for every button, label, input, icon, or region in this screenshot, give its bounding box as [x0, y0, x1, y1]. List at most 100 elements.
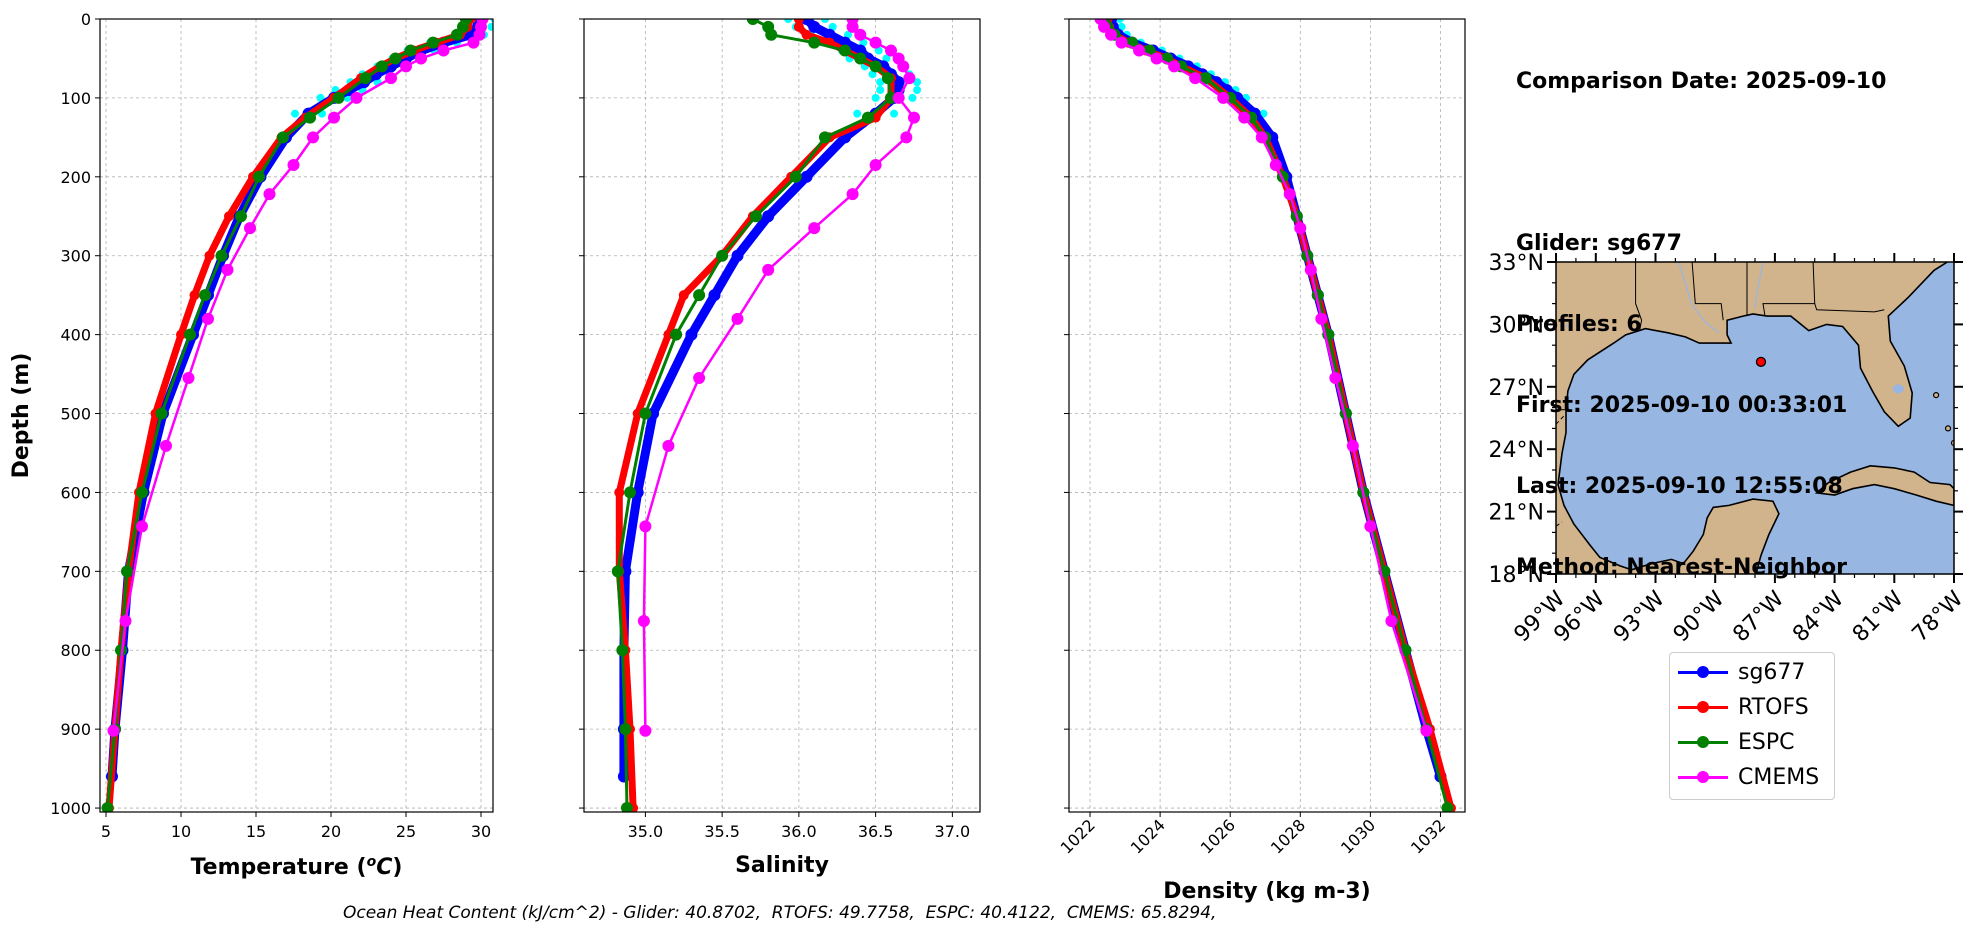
data-point-espc	[101, 802, 114, 812]
data-point-rtofs	[176, 329, 186, 340]
glider-raw-point	[853, 109, 862, 118]
data-point-cmems	[307, 131, 319, 144]
axes-frame	[1068, 18, 1466, 813]
river	[1678, 262, 1720, 334]
data-point-cmems	[762, 263, 775, 276]
data-point-cmems	[437, 44, 450, 57]
data-point-cmems	[160, 439, 172, 452]
data-point-espc	[869, 60, 882, 73]
data-point-cmems	[884, 44, 897, 57]
ohc-footer: Ocean Heat Content (kJ/cm^2) - Glider: 4…	[343, 903, 1217, 923]
river	[1565, 323, 1571, 330]
data-point-cmems	[892, 91, 905, 104]
data-point-espc	[619, 723, 632, 736]
state-border	[1635, 262, 1643, 331]
glider-raw-point	[876, 86, 885, 95]
data-point-espc	[624, 486, 637, 499]
land-island	[1944, 425, 1952, 432]
data-point-cmems	[1329, 372, 1342, 385]
data-point-cmems	[385, 72, 397, 85]
y-tick-label: 700	[60, 562, 91, 581]
panel-2: 35.0 35.5 36.0 36.5 37.0 Salinity	[579, 18, 981, 878]
x-tick-label: 35.5	[704, 822, 740, 841]
x-tick-label: 20	[321, 822, 341, 841]
data-point-espc	[199, 289, 211, 302]
map-lat-label: 21°N	[1489, 501, 1544, 526]
glider-raw-point	[890, 109, 899, 118]
data-point-espc	[716, 249, 729, 262]
data-point-espc	[427, 36, 439, 49]
data-point-espc	[376, 60, 388, 73]
y-tick-label: 200	[60, 168, 91, 187]
info-panel: Comparison Date: 2025-09-10 Glider: sg67…	[1516, 14, 1886, 608]
data-point-cmems	[869, 158, 882, 171]
data-point-espc	[639, 407, 652, 420]
data-point-cmems	[1133, 44, 1146, 57]
data-point-cmems	[903, 72, 916, 85]
data-point-espc	[235, 210, 247, 223]
data-point-espc	[1199, 72, 1212, 85]
data-point-rtofs	[189, 290, 200, 301]
data-point-espc	[881, 72, 894, 85]
legend: sg677 RTOFS ESPC CMEMS	[1669, 652, 1835, 800]
data-point-cmems	[328, 111, 340, 124]
data-point-cmems	[662, 439, 675, 452]
data-point-cmems	[1364, 520, 1377, 533]
axes-frame	[99, 18, 494, 813]
map-lat-label: 18°N	[1489, 563, 1544, 588]
data-point-espc	[277, 131, 289, 144]
map-lat-label: 24°N	[1489, 438, 1544, 463]
data-point-cmems	[900, 131, 913, 144]
series-group	[1094, 19, 1456, 812]
x-tick-label: 10	[171, 822, 191, 841]
panel-3: 1022 1024 1026 1028 1030 1032 Density (kg m-3)	[1057, 18, 1466, 904]
x-tick-label: 1028	[1267, 815, 1309, 857]
data-point-cmems	[1150, 52, 1163, 65]
y-tick-label: 400	[60, 326, 91, 345]
data-point-sg677	[800, 170, 813, 183]
map-lat-label: 33°N	[1489, 251, 1544, 276]
series-line-espc	[616, 19, 893, 810]
data-point-cmems	[244, 222, 256, 235]
method: Method: Nearest-Neighbor	[1516, 555, 1847, 580]
data-point-espc	[155, 407, 168, 420]
x-tick-label: 36.5	[858, 822, 894, 841]
data-point-sg677	[731, 249, 744, 262]
y-tick-label: 900	[60, 720, 91, 739]
data-point-cmems	[1189, 72, 1202, 85]
glider-raw-point	[871, 93, 880, 102]
country-border	[1556, 521, 1563, 527]
series-group	[611, 19, 922, 812]
x-axis-label: Temperature (oC)	[191, 854, 403, 880]
data-point-espc	[359, 72, 372, 85]
x-tick-label: 37.0	[935, 822, 971, 841]
data-point-espc	[808, 36, 821, 49]
data-point-cmems	[869, 36, 882, 49]
data-point-cmems	[1315, 312, 1328, 325]
glider-raw-point	[487, 22, 493, 31]
data-point-cmems	[731, 312, 744, 325]
x-tick-label: 1030	[1337, 815, 1379, 857]
x-tick-label: 30	[471, 822, 491, 841]
data-point-espc	[253, 170, 265, 183]
y-tick-label: 500	[60, 405, 91, 424]
panel-1: 0 100 200 300 400 500 600 700 800 900 1000 5 10 15 20 2…	[9, 10, 494, 880]
data-point-espc	[854, 52, 867, 65]
data-point-cmems	[1283, 188, 1296, 201]
legend-label: sg677	[1738, 659, 1806, 685]
data-point-cmems	[1269, 158, 1282, 171]
data-point-cmems	[263, 188, 276, 201]
y-axis-label: Depth (m)	[9, 353, 34, 479]
axes-frame	[583, 18, 981, 813]
lake-okeechobee	[1892, 384, 1904, 394]
series-line-cmems	[642, 19, 916, 732]
map-lat-label: 27°N	[1489, 376, 1544, 401]
data-point-espc	[404, 44, 417, 57]
glider-raw-point	[490, 19, 493, 23]
comparison-date: Comparison Date: 2025-09-10	[1516, 69, 1887, 94]
map-lat-label: 30°N	[1489, 313, 1544, 338]
data-point-espc	[451, 28, 463, 41]
data-point-cmems	[182, 372, 195, 385]
data-point-espc	[115, 644, 127, 657]
data-point-cmems	[846, 188, 859, 201]
